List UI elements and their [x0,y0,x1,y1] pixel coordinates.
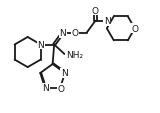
Text: N: N [42,83,49,92]
Text: N: N [61,69,68,78]
Text: N: N [37,41,44,50]
Text: N: N [104,17,111,26]
Text: NH₂: NH₂ [66,50,83,59]
Text: O: O [57,84,64,93]
Text: N: N [60,29,66,38]
Text: O: O [71,29,78,38]
Text: O: O [131,25,138,34]
Text: O: O [92,7,99,16]
